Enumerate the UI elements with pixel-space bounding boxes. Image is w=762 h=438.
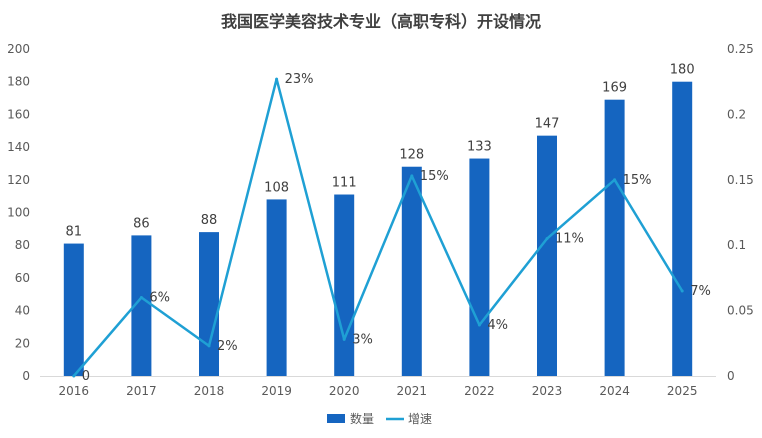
bar-data-label: 128 — [399, 148, 424, 163]
x-tick-label: 2022 — [464, 384, 495, 398]
bar — [401, 166, 422, 376]
bar-data-label: 147 — [535, 117, 560, 132]
y-left-tick-label: 80 — [15, 238, 30, 252]
y-left-tick-label: 20 — [15, 336, 30, 350]
bar-data-label: 81 — [66, 225, 83, 240]
line-data-label: 2% — [217, 339, 238, 354]
line-data-label: 0 — [82, 369, 90, 384]
y-left-tick-label: 200 — [7, 42, 30, 56]
y-left-tick-label: 160 — [7, 107, 30, 121]
line-data-label: 6% — [149, 291, 170, 306]
bar-data-label: 169 — [602, 81, 627, 96]
bar — [604, 99, 625, 376]
line-point — [139, 296, 143, 300]
y-right-tick-label: 0.05 — [727, 304, 754, 318]
chart-title: 我国医学美容技术专业（高职专科）开设情况 — [220, 12, 541, 31]
line-data-label: 15% — [623, 173, 652, 188]
bar — [537, 135, 557, 376]
y-right-tick-label: 0.2 — [727, 107, 746, 121]
bar-data-label: 86 — [133, 216, 150, 231]
line-point — [275, 77, 279, 81]
bar-data-label: 108 — [264, 180, 289, 195]
y-left-tick-label: 180 — [7, 75, 30, 89]
line-point — [72, 374, 76, 378]
legend-line-label: 增速 — [408, 412, 432, 426]
x-tick-label: 2016 — [59, 384, 90, 398]
x-tick-label: 2019 — [261, 384, 292, 398]
bar — [672, 81, 693, 376]
bar — [266, 199, 287, 376]
line-point — [207, 344, 211, 348]
bar — [199, 232, 219, 376]
x-tick-label: 2025 — [667, 384, 698, 398]
line-point — [613, 178, 617, 182]
line-point — [545, 237, 549, 241]
x-tick-label: 2024 — [599, 384, 630, 398]
x-tick-label: 2021 — [397, 384, 428, 398]
line-point — [342, 337, 346, 341]
y-right-tick-label: 0.25 — [727, 42, 754, 56]
x-tick-label: 2020 — [329, 384, 360, 398]
line-point — [477, 323, 481, 327]
bar-data-label: 111 — [332, 176, 357, 191]
line-data-label: 3% — [352, 332, 373, 347]
y-right-tick-label: 0 — [727, 369, 735, 383]
y-left-tick-label: 60 — [15, 271, 30, 285]
line-data-label: 15% — [420, 169, 449, 184]
y-right-tick-label: 0.1 — [727, 238, 746, 252]
bar-data-label: 180 — [670, 63, 695, 78]
bar-data-label: 133 — [467, 140, 492, 155]
line-data-label: 11% — [555, 232, 584, 247]
y-left-tick-label: 140 — [7, 140, 30, 154]
y-left-tick-label: 0 — [22, 369, 30, 383]
line-point — [410, 174, 414, 178]
y-left-tick-label: 100 — [7, 206, 30, 220]
y-left-tick-label: 40 — [15, 304, 30, 318]
bar — [334, 194, 355, 376]
legend-bar-swatch — [327, 414, 345, 423]
line-data-label: 7% — [690, 284, 711, 299]
x-tick-label: 2017 — [126, 384, 157, 398]
line-data-label: 23% — [285, 72, 314, 87]
y-right-tick-label: 0.15 — [727, 173, 754, 187]
legend-bar-label: 数量 — [350, 411, 374, 426]
bar-data-label: 88 — [201, 213, 218, 228]
line-series — [72, 77, 684, 377]
x-tick-label: 2018 — [194, 384, 225, 398]
bar — [469, 158, 490, 376]
bar — [63, 243, 84, 376]
x-tick-label: 2023 — [532, 384, 563, 398]
line-point — [680, 289, 684, 293]
bar — [131, 235, 152, 376]
line-data-label: 4% — [487, 318, 508, 333]
y-left-tick-label: 120 — [7, 173, 30, 187]
